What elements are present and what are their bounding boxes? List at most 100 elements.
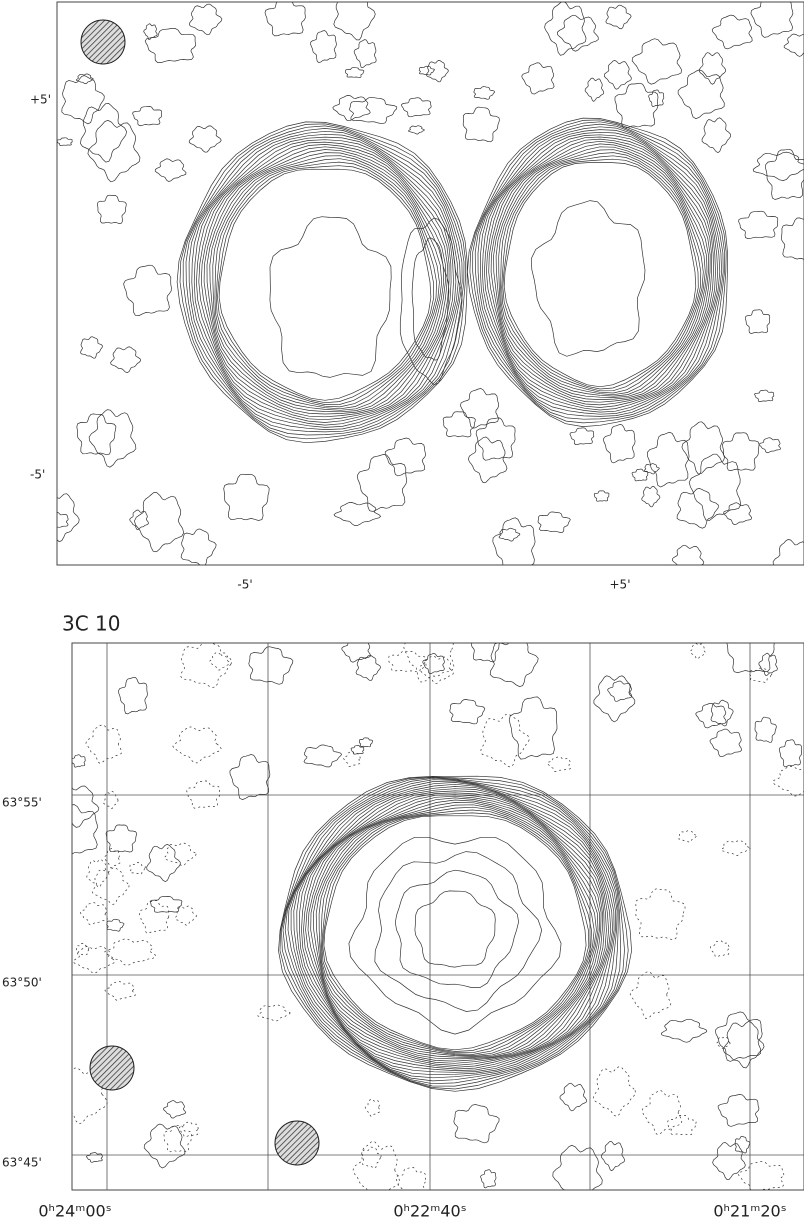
contour <box>780 217 804 260</box>
contour <box>530 200 646 357</box>
contour <box>671 544 705 565</box>
contour <box>203 146 448 415</box>
contour <box>188 125 222 153</box>
contour <box>490 140 711 400</box>
contour <box>61 75 105 125</box>
contour <box>607 680 633 702</box>
contour <box>614 82 659 129</box>
contour <box>750 2 794 38</box>
contour <box>699 52 726 85</box>
contour <box>473 86 495 100</box>
contour <box>305 794 605 1064</box>
contour <box>104 938 157 966</box>
contour <box>482 131 719 411</box>
contour <box>689 643 706 660</box>
contour <box>603 60 632 90</box>
contour <box>647 431 690 488</box>
beam <box>89 1045 135 1091</box>
contour <box>400 97 432 118</box>
top-frame <box>56 1 804 566</box>
contour <box>104 848 121 869</box>
contour <box>593 490 610 502</box>
contour <box>605 4 632 30</box>
contour <box>486 136 714 406</box>
contour <box>353 39 377 68</box>
contour <box>193 136 457 426</box>
contour <box>783 33 804 57</box>
contour <box>215 161 437 405</box>
contour <box>467 436 508 483</box>
contour <box>358 737 373 748</box>
contour <box>293 783 615 1073</box>
contour <box>279 776 629 1090</box>
contour <box>76 943 90 956</box>
contour <box>593 675 636 723</box>
contour <box>710 699 734 727</box>
contour <box>180 528 217 565</box>
contour <box>471 643 500 663</box>
contour <box>349 96 398 125</box>
contour <box>352 1141 401 1190</box>
contour <box>179 123 467 440</box>
contour <box>477 126 722 415</box>
contour <box>129 862 146 875</box>
contour <box>179 1121 199 1138</box>
contour <box>503 162 697 388</box>
contour <box>118 676 148 715</box>
contour <box>648 89 665 107</box>
contour <box>426 60 449 83</box>
contour <box>345 67 365 78</box>
contour <box>341 643 371 663</box>
contour <box>501 155 702 392</box>
contour <box>772 539 804 565</box>
contour <box>395 1167 427 1190</box>
contour <box>149 896 183 913</box>
contour <box>629 971 672 1019</box>
contour <box>715 1036 731 1050</box>
contour <box>138 900 170 934</box>
contour <box>778 739 803 768</box>
bottom-contours <box>72 643 804 1190</box>
contour <box>223 473 270 521</box>
contour <box>92 867 130 905</box>
contour <box>631 468 649 482</box>
contour <box>411 237 450 361</box>
contour <box>480 129 721 413</box>
contour <box>709 728 742 758</box>
contour <box>712 1142 746 1180</box>
contour <box>635 888 686 941</box>
contour <box>758 437 781 454</box>
x-label: 0ʰ21ᵐ20ˢ <box>713 1202 786 1221</box>
contour <box>641 1090 683 1135</box>
contour <box>758 652 778 676</box>
contour <box>73 946 116 974</box>
contour <box>186 780 221 809</box>
contour <box>88 409 137 468</box>
contour <box>710 940 730 958</box>
contour <box>301 790 609 1068</box>
contour <box>162 1100 187 1119</box>
contour <box>257 1004 291 1022</box>
contour <box>343 751 361 767</box>
contour <box>123 264 172 316</box>
y-label: -5' <box>30 468 45 482</box>
contour <box>361 1146 382 1169</box>
y-label: 63°50' <box>2 976 42 990</box>
contour <box>85 724 122 764</box>
contour <box>110 346 141 373</box>
contour <box>229 754 271 800</box>
contour <box>603 424 636 464</box>
contour <box>681 421 725 475</box>
contour <box>189 3 223 36</box>
bottom-frame <box>71 642 804 1191</box>
x-label: 0ʰ22ᵐ40ˢ <box>393 1202 466 1221</box>
contour <box>484 134 716 408</box>
contour <box>489 643 539 687</box>
x-label: +5' <box>610 578 631 592</box>
contour <box>57 137 73 146</box>
contour <box>188 130 461 430</box>
contour <box>502 158 699 390</box>
contour <box>313 799 600 1058</box>
contour <box>521 62 555 95</box>
contour <box>209 152 445 411</box>
